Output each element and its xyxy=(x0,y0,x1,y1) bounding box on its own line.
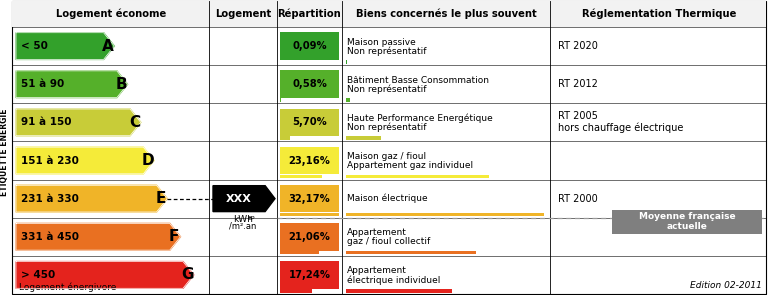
Bar xyxy=(346,175,488,178)
Text: électrique individuel: électrique individuel xyxy=(347,275,440,285)
Polygon shape xyxy=(16,262,194,288)
Bar xyxy=(12,1,766,27)
Text: EP: EP xyxy=(247,216,254,221)
Bar xyxy=(280,98,281,102)
Bar xyxy=(280,175,323,178)
Bar xyxy=(280,109,339,136)
Text: Non représentatif: Non représentatif xyxy=(347,123,426,132)
Text: Appartement: Appartement xyxy=(347,266,407,276)
Text: Logement: Logement xyxy=(215,9,271,19)
Text: Bâtiment Basse Consommation: Bâtiment Basse Consommation xyxy=(347,76,489,85)
Polygon shape xyxy=(16,33,114,59)
Bar xyxy=(346,136,381,140)
Text: 32,17%: 32,17% xyxy=(289,194,330,204)
Text: kWh: kWh xyxy=(233,214,253,224)
Text: 0,58%: 0,58% xyxy=(292,79,327,89)
Bar xyxy=(612,210,762,234)
Text: Répartition: Répartition xyxy=(277,9,341,19)
Text: Edition 02-2011: Edition 02-2011 xyxy=(690,281,762,290)
Bar xyxy=(280,251,319,254)
Polygon shape xyxy=(16,109,141,136)
Text: 51 à 90: 51 à 90 xyxy=(21,79,65,89)
Bar xyxy=(280,289,312,293)
Text: Biens concernés le plus souvent: Biens concernés le plus souvent xyxy=(356,9,536,19)
Text: G: G xyxy=(181,268,194,282)
Text: 151 à 230: 151 à 230 xyxy=(21,155,79,165)
Bar xyxy=(280,147,339,174)
Text: RT 2000: RT 2000 xyxy=(558,194,598,204)
Bar xyxy=(280,185,339,212)
Text: < 50: < 50 xyxy=(21,41,48,51)
Bar xyxy=(346,213,544,216)
Text: Appartement gaz individuel: Appartement gaz individuel xyxy=(347,161,473,170)
Polygon shape xyxy=(16,71,127,98)
Text: Maison passive: Maison passive xyxy=(347,37,415,47)
Text: gaz / fioul collectif: gaz / fioul collectif xyxy=(347,237,430,246)
Text: 0,09%: 0,09% xyxy=(292,41,327,51)
Text: F: F xyxy=(169,229,179,244)
Polygon shape xyxy=(16,185,167,212)
Text: 23,16%: 23,16% xyxy=(289,155,330,165)
Polygon shape xyxy=(16,147,154,174)
Text: Maison électrique: Maison électrique xyxy=(347,194,428,203)
Text: Haute Performance Energétique: Haute Performance Energétique xyxy=(347,114,493,123)
Polygon shape xyxy=(16,223,180,250)
Text: Logement économe: Logement économe xyxy=(56,9,167,19)
Text: 17,24%: 17,24% xyxy=(289,270,330,280)
Bar xyxy=(346,289,452,293)
Text: 5,70%: 5,70% xyxy=(292,117,327,127)
Text: RT 2005
hors chauffage électrique: RT 2005 hors chauffage électrique xyxy=(558,111,684,133)
Text: 231 à 330: 231 à 330 xyxy=(21,194,79,204)
Text: Appartement: Appartement xyxy=(347,228,407,237)
Text: RT 2020: RT 2020 xyxy=(558,41,598,51)
Bar xyxy=(280,261,339,289)
Text: Non représentatif: Non représentatif xyxy=(347,84,426,94)
Text: B: B xyxy=(115,77,127,92)
Text: /m².an: /m².an xyxy=(230,222,257,231)
Text: A: A xyxy=(102,39,114,54)
Text: > 450: > 450 xyxy=(21,270,55,280)
Bar xyxy=(280,213,339,216)
Text: Réglementation Thermique: Réglementation Thermique xyxy=(582,9,737,19)
Text: RT 2012: RT 2012 xyxy=(558,79,598,89)
Text: Logement énergivore: Logement énergivore xyxy=(19,283,117,292)
Text: D: D xyxy=(141,153,154,168)
Text: C: C xyxy=(129,115,140,130)
Text: Maison gaz / fioul: Maison gaz / fioul xyxy=(347,152,426,161)
Text: 21,06%: 21,06% xyxy=(289,232,330,242)
Text: 91 à 150: 91 à 150 xyxy=(21,117,71,127)
Bar xyxy=(280,71,339,98)
Text: 331 à 450: 331 à 450 xyxy=(21,232,79,242)
Bar xyxy=(280,223,339,250)
Bar xyxy=(280,32,339,60)
Text: E: E xyxy=(156,191,166,206)
Bar xyxy=(280,136,290,140)
Text: ETIQUETTE ENERGIE: ETIQUETTE ENERGIE xyxy=(1,109,9,196)
Polygon shape xyxy=(213,186,275,212)
Text: XXX: XXX xyxy=(226,194,252,204)
Text: Moyenne française
actuelle: Moyenne française actuelle xyxy=(639,212,735,231)
Text: Non représentatif: Non représentatif xyxy=(347,46,426,56)
Bar xyxy=(346,98,349,102)
Bar xyxy=(346,251,475,254)
